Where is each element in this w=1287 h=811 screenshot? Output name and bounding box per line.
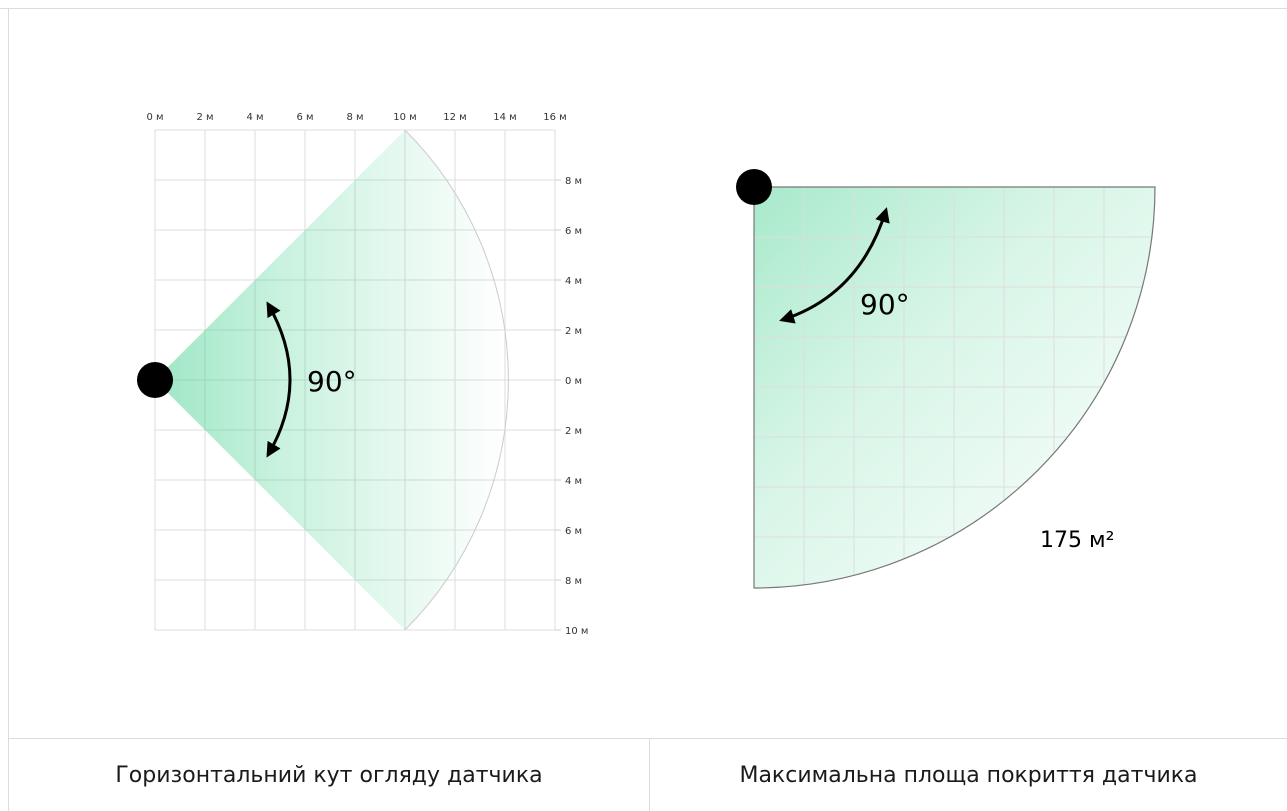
- y-tick-label: 4 м: [565, 276, 582, 287]
- y-tick-label: 10 м: [565, 626, 588, 637]
- y-tick-label: 6 м: [565, 526, 582, 537]
- right-diagram: 90° 175 м²: [736, 169, 1156, 589]
- right-sensor-dot: [736, 169, 772, 205]
- y-tick-label: 2 м: [565, 426, 582, 437]
- left-angle-arrow: [266, 301, 292, 458]
- x-tick-label: 14 м: [493, 112, 516, 123]
- left-x-axis-ticks: 0 м 2 м 4 м 6 м 8 м 10 м 12 м 14 м 16 м: [146, 112, 566, 123]
- right-area-label: 175 м²: [1040, 528, 1114, 553]
- caption-divider-horizontal: [8, 738, 1287, 739]
- right-coverage-outline: [753, 186, 1156, 589]
- left-diagram: 0 м 2 м 4 м 6 м 8 м 10 м 12 м 14 м 16 м 8 м 6 м 4 …: [137, 112, 588, 637]
- caption-divider-vertical: [649, 738, 650, 811]
- left-range-arc: [404, 129, 509, 631]
- y-tick-label: 8 м: [565, 176, 582, 187]
- x-tick-label: 2 м: [196, 112, 213, 123]
- frame-border-left: [8, 8, 9, 811]
- left-caption: Горизонтальний кут огляду датчика: [115, 762, 543, 788]
- left-detection-zone: [155, 130, 509, 630]
- y-tick-label: 4 м: [565, 476, 582, 487]
- x-tick-label: 16 м: [543, 112, 566, 123]
- diagrams-canvas: 0 м 2 м 4 м 6 м 8 м 10 м 12 м 14 м 16 м 8 м 6 м 4 …: [137, 112, 1156, 637]
- x-tick-label: 0 м: [146, 112, 163, 123]
- left-sensor-dot: [137, 362, 173, 398]
- y-tick-label: 8 м: [565, 576, 582, 587]
- left-angle-label: 90°: [307, 365, 357, 398]
- y-tick-label: 0 м: [565, 376, 582, 387]
- y-tick-label: 2 м: [565, 326, 582, 337]
- x-tick-label: 10 м: [393, 112, 416, 123]
- right-grid: [754, 187, 1152, 585]
- x-tick-label: 6 м: [296, 112, 313, 123]
- y-tick-label: 6 м: [565, 226, 582, 237]
- right-angle-arrow: [779, 207, 890, 324]
- frame-border-top: [0, 8, 1287, 9]
- x-tick-label: 4 м: [246, 112, 263, 123]
- right-angle-label: 90°: [860, 288, 910, 321]
- x-tick-label: 12 м: [443, 112, 466, 123]
- left-y-axis-ticks: 8 м 6 м 4 м 2 м 0 м 2 м 4 м 6 м 8 м 10 м: [555, 176, 588, 637]
- right-caption: Максимальна площа покриття датчика: [739, 762, 1198, 788]
- x-tick-label: 8 м: [346, 112, 363, 123]
